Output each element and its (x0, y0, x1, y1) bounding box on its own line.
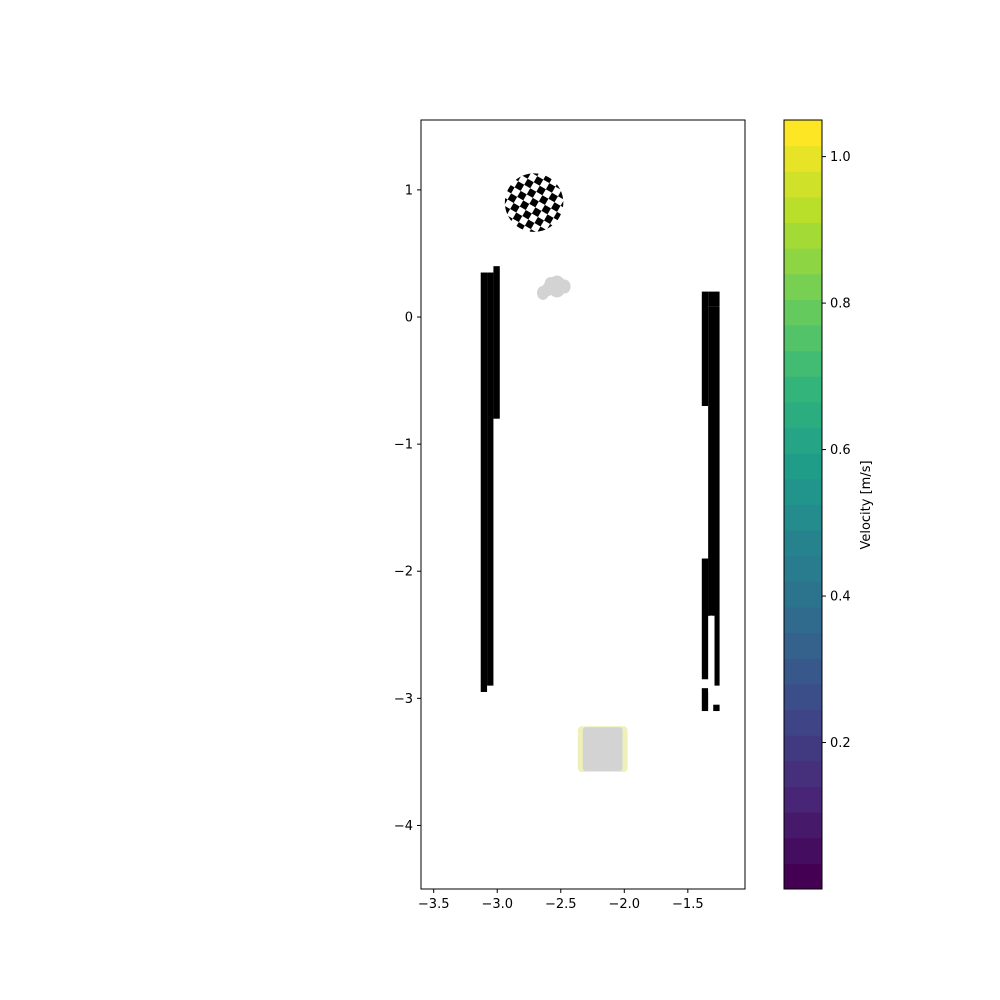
colorbar-band (784, 530, 822, 557)
y-tick-label: −4 (394, 819, 413, 834)
checker-square (510, 202, 520, 213)
checker-square (531, 173, 541, 177)
colorbar-border (783, 119, 823, 890)
x-tick-label: −2.5 (545, 897, 577, 912)
obstacle-cell (701, 688, 709, 712)
x-axis: −3.5 −3.0 −2.5 −2.0 −1.5 (418, 889, 704, 912)
vehicle-body (582, 727, 623, 772)
colorbar-band (784, 273, 822, 300)
colorbar-band (784, 120, 822, 147)
checker-square (519, 200, 530, 210)
checker-square (536, 185, 546, 196)
y-axis: 1 0 −1 −2 −3 −4 (394, 183, 421, 834)
checker-square (534, 216, 544, 227)
colorbar-band (784, 683, 822, 711)
colorbar-band (784, 427, 822, 454)
checker-square (527, 229, 537, 232)
colorbar-band (784, 735, 822, 762)
colorbar-tick-label: 0.8 (830, 297, 851, 312)
colorbar-tick-label: 1.0 (830, 150, 851, 165)
colorbar-band (784, 376, 822, 403)
colorbar-band (784, 607, 822, 634)
colorbar-band (784, 222, 822, 249)
checker-square (512, 212, 523, 223)
colorbar-band (784, 709, 822, 736)
x-tick-label: −1.5 (672, 897, 704, 912)
obstacle-cell (708, 558, 711, 616)
y-tick-label: 1 (405, 183, 413, 198)
obstacle-cell (487, 272, 494, 686)
obstacle-cell (708, 291, 720, 307)
robot-blob (536, 285, 549, 300)
colorbar-band (784, 299, 822, 326)
colorbar-band (784, 658, 822, 685)
colorbar-band (784, 581, 822, 608)
colorbar-band (784, 863, 822, 890)
obstacle-cell (713, 704, 720, 712)
checker-square (538, 195, 549, 205)
checker-square (517, 190, 527, 201)
colorbar: 0.2 0.4 0.6 0.8 1.0 (783, 119, 851, 890)
colorbar-band (784, 171, 822, 198)
y-tick-label: −2 (394, 565, 413, 580)
obstacle-cell (480, 272, 488, 692)
colorbar-tick-label: 0.2 (830, 736, 851, 751)
robot-blob (558, 279, 571, 294)
obstacle-cell (714, 405, 720, 686)
colorbar-band (784, 837, 822, 864)
colorbar-band (784, 478, 822, 505)
colorbar-tick-label: 0.6 (830, 443, 851, 458)
x-tick-label: −2.0 (609, 897, 641, 912)
colorbar-band (784, 812, 822, 839)
checker-square (524, 219, 535, 230)
colorbar-label: Velocity [m/s] (859, 460, 874, 549)
obstacle-cell (701, 558, 709, 680)
colorbar-band (784, 555, 822, 582)
checker-square (529, 197, 539, 208)
colorbar-band (784, 453, 822, 480)
free-gap (708, 683, 715, 692)
checker-square (550, 202, 561, 212)
checker-square (522, 209, 532, 220)
colorbar-band (784, 632, 822, 659)
checker-square (531, 207, 542, 217)
colorbar-band (784, 786, 822, 813)
obstacle-cell (493, 266, 500, 419)
checker-square (526, 188, 537, 198)
checker-square (541, 204, 551, 215)
colorbar-band (784, 145, 822, 172)
axes-frame (420, 119, 746, 890)
checker-square (548, 192, 558, 203)
colorbar-band (784, 350, 822, 377)
obstacle-cell (708, 306, 720, 406)
free-gap (710, 615, 712, 684)
checker-square (545, 183, 556, 193)
checker-square (504, 195, 508, 206)
x-tick-label: −3.0 (481, 897, 513, 912)
obstacle-cell (701, 291, 709, 406)
colorbar-band (784, 504, 822, 531)
colorbar-band (784, 401, 822, 429)
checker-square (533, 176, 544, 186)
colorbar-band (784, 325, 822, 352)
colorbar-band (784, 248, 822, 275)
y-tick-label: −3 (394, 692, 413, 707)
colorbar-band (784, 196, 822, 224)
colorbar-tick-label: 0.4 (830, 590, 851, 605)
obstacle-cell (708, 405, 715, 616)
checker-square (543, 214, 554, 224)
colorbar-band (784, 760, 822, 787)
y-tick-label: −1 (394, 438, 413, 453)
checker-square (560, 199, 564, 210)
x-tick-label: −3.5 (418, 897, 450, 912)
checker-square (524, 178, 534, 189)
checker-square (514, 181, 525, 191)
y-tick-label: 0 (405, 311, 413, 326)
checker-square (507, 193, 518, 203)
axes-border (420, 119, 746, 890)
